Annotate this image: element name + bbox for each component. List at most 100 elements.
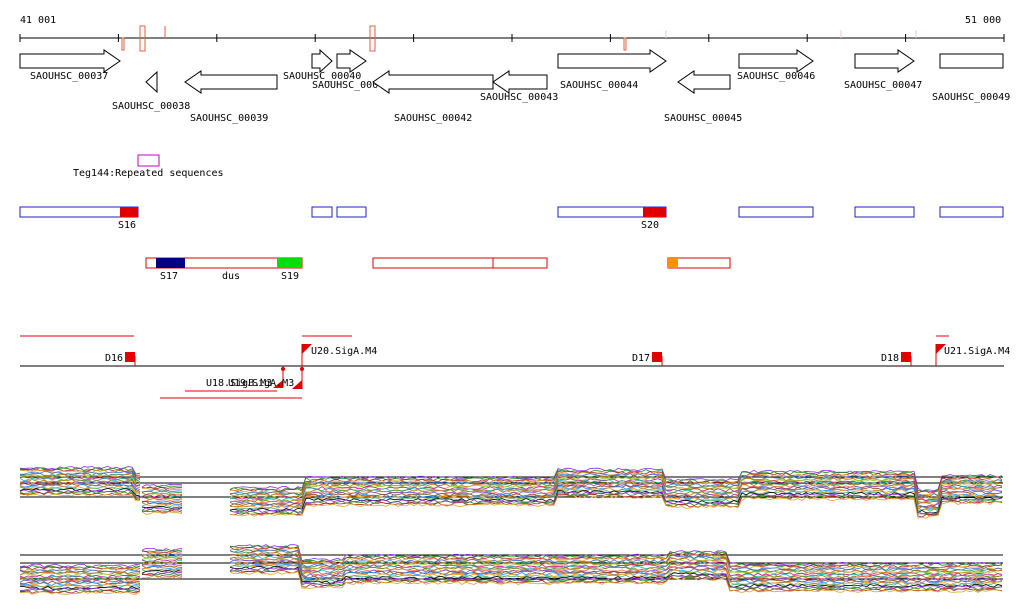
segment-blue[interactable]	[854, 206, 915, 218]
segment-box[interactable]	[311, 206, 333, 218]
axis-marker[interactable]	[369, 25, 376, 52]
gene-arrow[interactable]	[677, 70, 731, 94]
segment-blue[interactable]: S16	[19, 206, 139, 231]
expression-line	[141, 568, 183, 573]
expression-line	[19, 591, 141, 595]
expression-line	[141, 567, 183, 571]
segment-label: S17	[160, 271, 178, 282]
segment-fill	[156, 258, 185, 268]
terminator-d18[interactable]: D18	[881, 352, 912, 366]
axis-marker[interactable]	[139, 25, 146, 52]
expression-line	[19, 491, 141, 500]
terminator-d16[interactable]: D16	[105, 352, 136, 366]
expression-line	[229, 547, 1003, 570]
gene-arrow[interactable]	[738, 49, 814, 73]
segment-box[interactable]	[336, 206, 367, 218]
promoter-u21[interactable]: U21.SigA.M4	[935, 344, 1010, 366]
terminator-label: D17	[632, 353, 650, 364]
terminator-mark	[125, 352, 135, 362]
axis-end-label: 51 000	[965, 15, 1001, 26]
gene-arrow[interactable]	[336, 49, 367, 73]
axis-marker[interactable]	[121, 37, 125, 51]
segment-red[interactable]	[667, 257, 731, 269]
expression-line	[229, 491, 1003, 515]
expression-line	[229, 467, 1003, 492]
gene-feature[interactable]: SAOUHSC_00044	[557, 49, 667, 91]
expression-line	[141, 495, 183, 500]
expression-line	[141, 571, 183, 575]
expression-line	[141, 498, 183, 502]
gene-feature[interactable]: SAOUHSC_00041	[312, 49, 390, 91]
promoter-u18[interactable]: U18.SigB.M3	[206, 366, 285, 389]
gene-feature[interactable]: SAOUHSC_00040	[283, 48, 361, 82]
expression-line	[19, 588, 141, 593]
gene-feature[interactable]: SAOUHSC_00049	[932, 53, 1010, 103]
expression-line	[229, 488, 1003, 512]
expression-line	[141, 486, 183, 490]
axis-markers	[121, 25, 917, 52]
gene-feature[interactable]: SAOUHSC_00037	[19, 49, 121, 82]
gene-arrow[interactable]	[311, 48, 333, 74]
expression-line	[229, 490, 1003, 514]
axis-ticks	[19, 34, 1005, 42]
repeat-track: Teg144:Repeated sequences	[73, 154, 224, 179]
segment-blue[interactable]: S20	[557, 206, 667, 231]
expression-line	[229, 495, 1003, 519]
gene-arrow[interactable]	[145, 70, 158, 94]
gene-label: SAOUHSC_00040	[283, 71, 361, 82]
expression-line	[141, 508, 183, 512]
segment-box[interactable]	[738, 206, 814, 218]
segment-blue[interactable]	[939, 206, 1004, 218]
segment-red[interactable]: S17 S19 dus	[145, 257, 303, 282]
segment-label: S19	[281, 271, 299, 282]
expression-line	[141, 564, 183, 569]
promoter-track: U20.SigA.M4 U21.SigA.M4 U18.SigB.M3 U19.…	[20, 335, 1010, 399]
gene-arrow[interactable]	[372, 70, 494, 94]
gene-arrow[interactable]	[854, 49, 915, 73]
segment-blue[interactable]	[336, 206, 367, 218]
expression-line	[141, 487, 183, 492]
expression-line	[141, 489, 183, 493]
expression-line	[229, 559, 1003, 582]
expression-line	[19, 493, 141, 502]
expression-line	[229, 545, 1003, 567]
expression-line	[230, 471, 1003, 496]
gene-feature[interactable]: SAOUHSC_00038	[112, 70, 190, 112]
segment-box[interactable]	[372, 257, 548, 269]
gene-arrow[interactable]	[184, 70, 278, 94]
gene-arrow[interactable]	[557, 49, 667, 73]
expression-track-forward	[19, 465, 1003, 519]
repeat-feature[interactable]	[137, 154, 160, 167]
expression-line	[141, 511, 183, 515]
segment-red[interactable]	[372, 257, 548, 269]
expression-line	[141, 554, 183, 559]
promoter-u19[interactable]: U19.SigA.M3	[228, 366, 304, 389]
gene-feature[interactable]: SAOUHSC_00039	[184, 70, 278, 124]
expression-line	[230, 479, 1003, 503]
promoter-u20[interactable]: U20.SigA.M4	[301, 344, 377, 366]
segment-box[interactable]	[854, 206, 915, 218]
axis-marker[interactable]	[623, 37, 627, 51]
segment-blue[interactable]	[311, 206, 333, 218]
terminator-d17[interactable]: D17	[632, 352, 663, 366]
expression-line	[229, 474, 1003, 499]
promoter-label: U18.SigB.M3	[206, 378, 272, 389]
gene-feature[interactable]: SAOUHSC_00047	[844, 49, 922, 91]
gene-feature[interactable]: SAOUHSC_00046	[737, 49, 815, 82]
segment-blue[interactable]	[738, 206, 814, 218]
gene-label: SAOUHSC_00039	[190, 113, 268, 124]
gene-arrow[interactable]	[19, 49, 121, 73]
expression-line	[141, 575, 183, 579]
gene-feature[interactable]: SAOUHSC_00042	[372, 70, 494, 124]
segment-highlight	[643, 207, 666, 217]
gene-feature[interactable]: SAOUHSC_00045	[664, 70, 742, 124]
expression-line	[142, 563, 183, 567]
expression-line	[19, 581, 141, 586]
gene-arrow[interactable]	[939, 53, 1004, 69]
segment-box[interactable]	[939, 206, 1004, 218]
expression-line	[229, 562, 1003, 584]
gene-arrow[interactable]	[492, 70, 548, 94]
expression-line	[19, 584, 141, 589]
gene-feature[interactable]: SAOUHSC_00043	[480, 70, 558, 103]
